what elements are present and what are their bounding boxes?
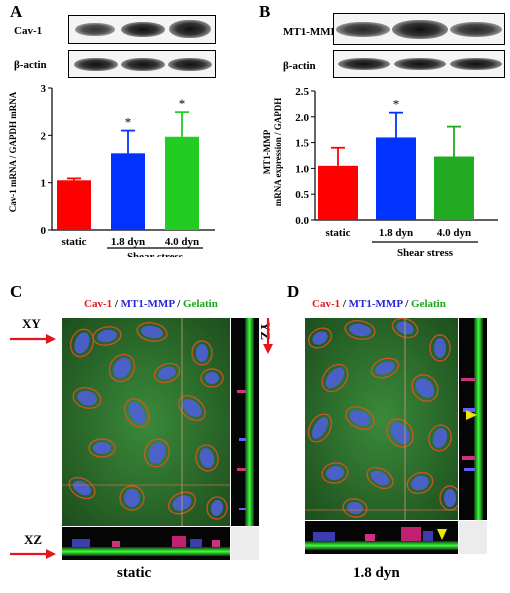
panel-d-letter: D [287,282,300,301]
xy-label: XY [22,316,41,331]
legend-gelatin-c: Gelatin [183,298,218,310]
micrograph-d-xz [305,521,458,554]
chart-b-bar-0 [318,165,358,220]
chart-b-ytick-label: 2.0 [295,112,309,124]
chart-b-ylabel-line2: mRNA expression / GAPDH [273,98,283,207]
chart-a-group-label: Shear stress [127,251,184,257]
xy-arrow-icon [10,334,56,344]
legend-sep-d2: / [402,298,411,310]
chart-a-ylabel: Cav-1 mRNA / GAPDH mRNA [8,91,18,212]
blot-label-mt1mmp: MT1-MMP [283,26,338,38]
chart-b-significance: * [393,97,400,112]
panel-c-letter: C [10,282,23,301]
panel-a-letter: A [10,2,23,21]
legend-sep-d1: / [340,298,349,310]
legend-gelatin-d: Gelatin [411,298,446,310]
blot-label-beta-actin-a: β-actin [14,59,47,71]
chart-a-ytick-label: 1 [41,178,47,190]
chart-a-category-label: static [61,236,86,248]
xz-arrow-icon [10,549,56,559]
corner-placeholder-d [459,521,487,554]
chart-b-ytick-label: 0.0 [295,215,309,227]
micrograph-c-yz [231,318,259,526]
mt1mmp-blot [333,13,505,45]
panel-c-legend: Cav-1 / MT1-MMP / Gelatin [84,298,218,310]
micrograph-d-yz [459,318,487,520]
chart-b-ylabel-line1: MT1-MMP [262,129,272,174]
chart-a-category-label: 1.8 dyn [111,236,145,248]
micrograph-d-xy [305,318,458,520]
panel-d-legend: Cav-1 / MT1-MMP / Gelatin [312,298,446,310]
micrograph-c-xy [62,318,230,526]
chart-b-category-label: 4.0 dyn [437,227,471,239]
chart-b-group-label: Shear stress [397,247,454,259]
chart-b-bar-2 [434,156,474,220]
chart-a-significance: * [179,96,186,111]
chart-a: Cav-1 mRNA / GAPDH mRNA 0 1 2 3 static * 1.8 d… [8,83,215,257]
chart-b-category-label: 1.8 dyn [379,227,413,239]
legend-mt1mmp-c: MT1-MMP [120,298,175,310]
corner-placeholder-c [231,527,259,560]
chart-a-bar-1 [111,153,145,230]
chart-a-category-label: 4.0 dyn [165,236,199,248]
xz-marker-icon [437,529,447,540]
legend-mt1mmp-d: MT1-MMP [348,298,403,310]
beta-actin-blot-b [333,50,505,78]
chart-b-ytick-label: 2.5 [295,86,309,98]
chart-a-bar-2 [165,136,199,230]
chart-a-ytick-label: 3 [41,83,47,95]
blot-label-beta-actin-b: β-actin [283,60,316,72]
legend-cav1-d: Cav-1 [312,298,341,310]
chart-a-ytick-label: 2 [41,130,47,142]
yz-marker-icon [466,410,477,420]
panel-b-letter: B [259,2,271,21]
legend-sep-c2: / [174,298,183,310]
xz-label: XZ [24,532,43,547]
chart-b-bar-1 [376,137,416,220]
condition-label-c: static [117,565,152,581]
chart-b-ytick-label: 1.0 [295,163,309,175]
chart-b-category-label: static [325,227,350,239]
cav1-blot [68,15,216,44]
legend-cav1-c: Cav-1 [84,298,113,310]
condition-label-d: 1.8 dyn [353,565,400,581]
chart-b: MT1-MMP mRNA expression / GAPDH 0.0 0.5 1.… [262,86,498,259]
chart-a-ytick-label: 0 [41,225,47,237]
chart-b-ytick-label: 1.5 [295,138,309,150]
blot-label-cav1: Cav-1 [14,25,43,37]
chart-b-ytick-label: 0.5 [295,189,309,201]
legend-sep-c1: / [112,298,121,310]
beta-actin-blot-a [68,50,216,78]
micrograph-c-xz [62,527,230,560]
chart-a-significance: * [125,115,132,130]
yz-arrow-icon [263,318,273,354]
chart-a-bar-0 [57,180,91,230]
